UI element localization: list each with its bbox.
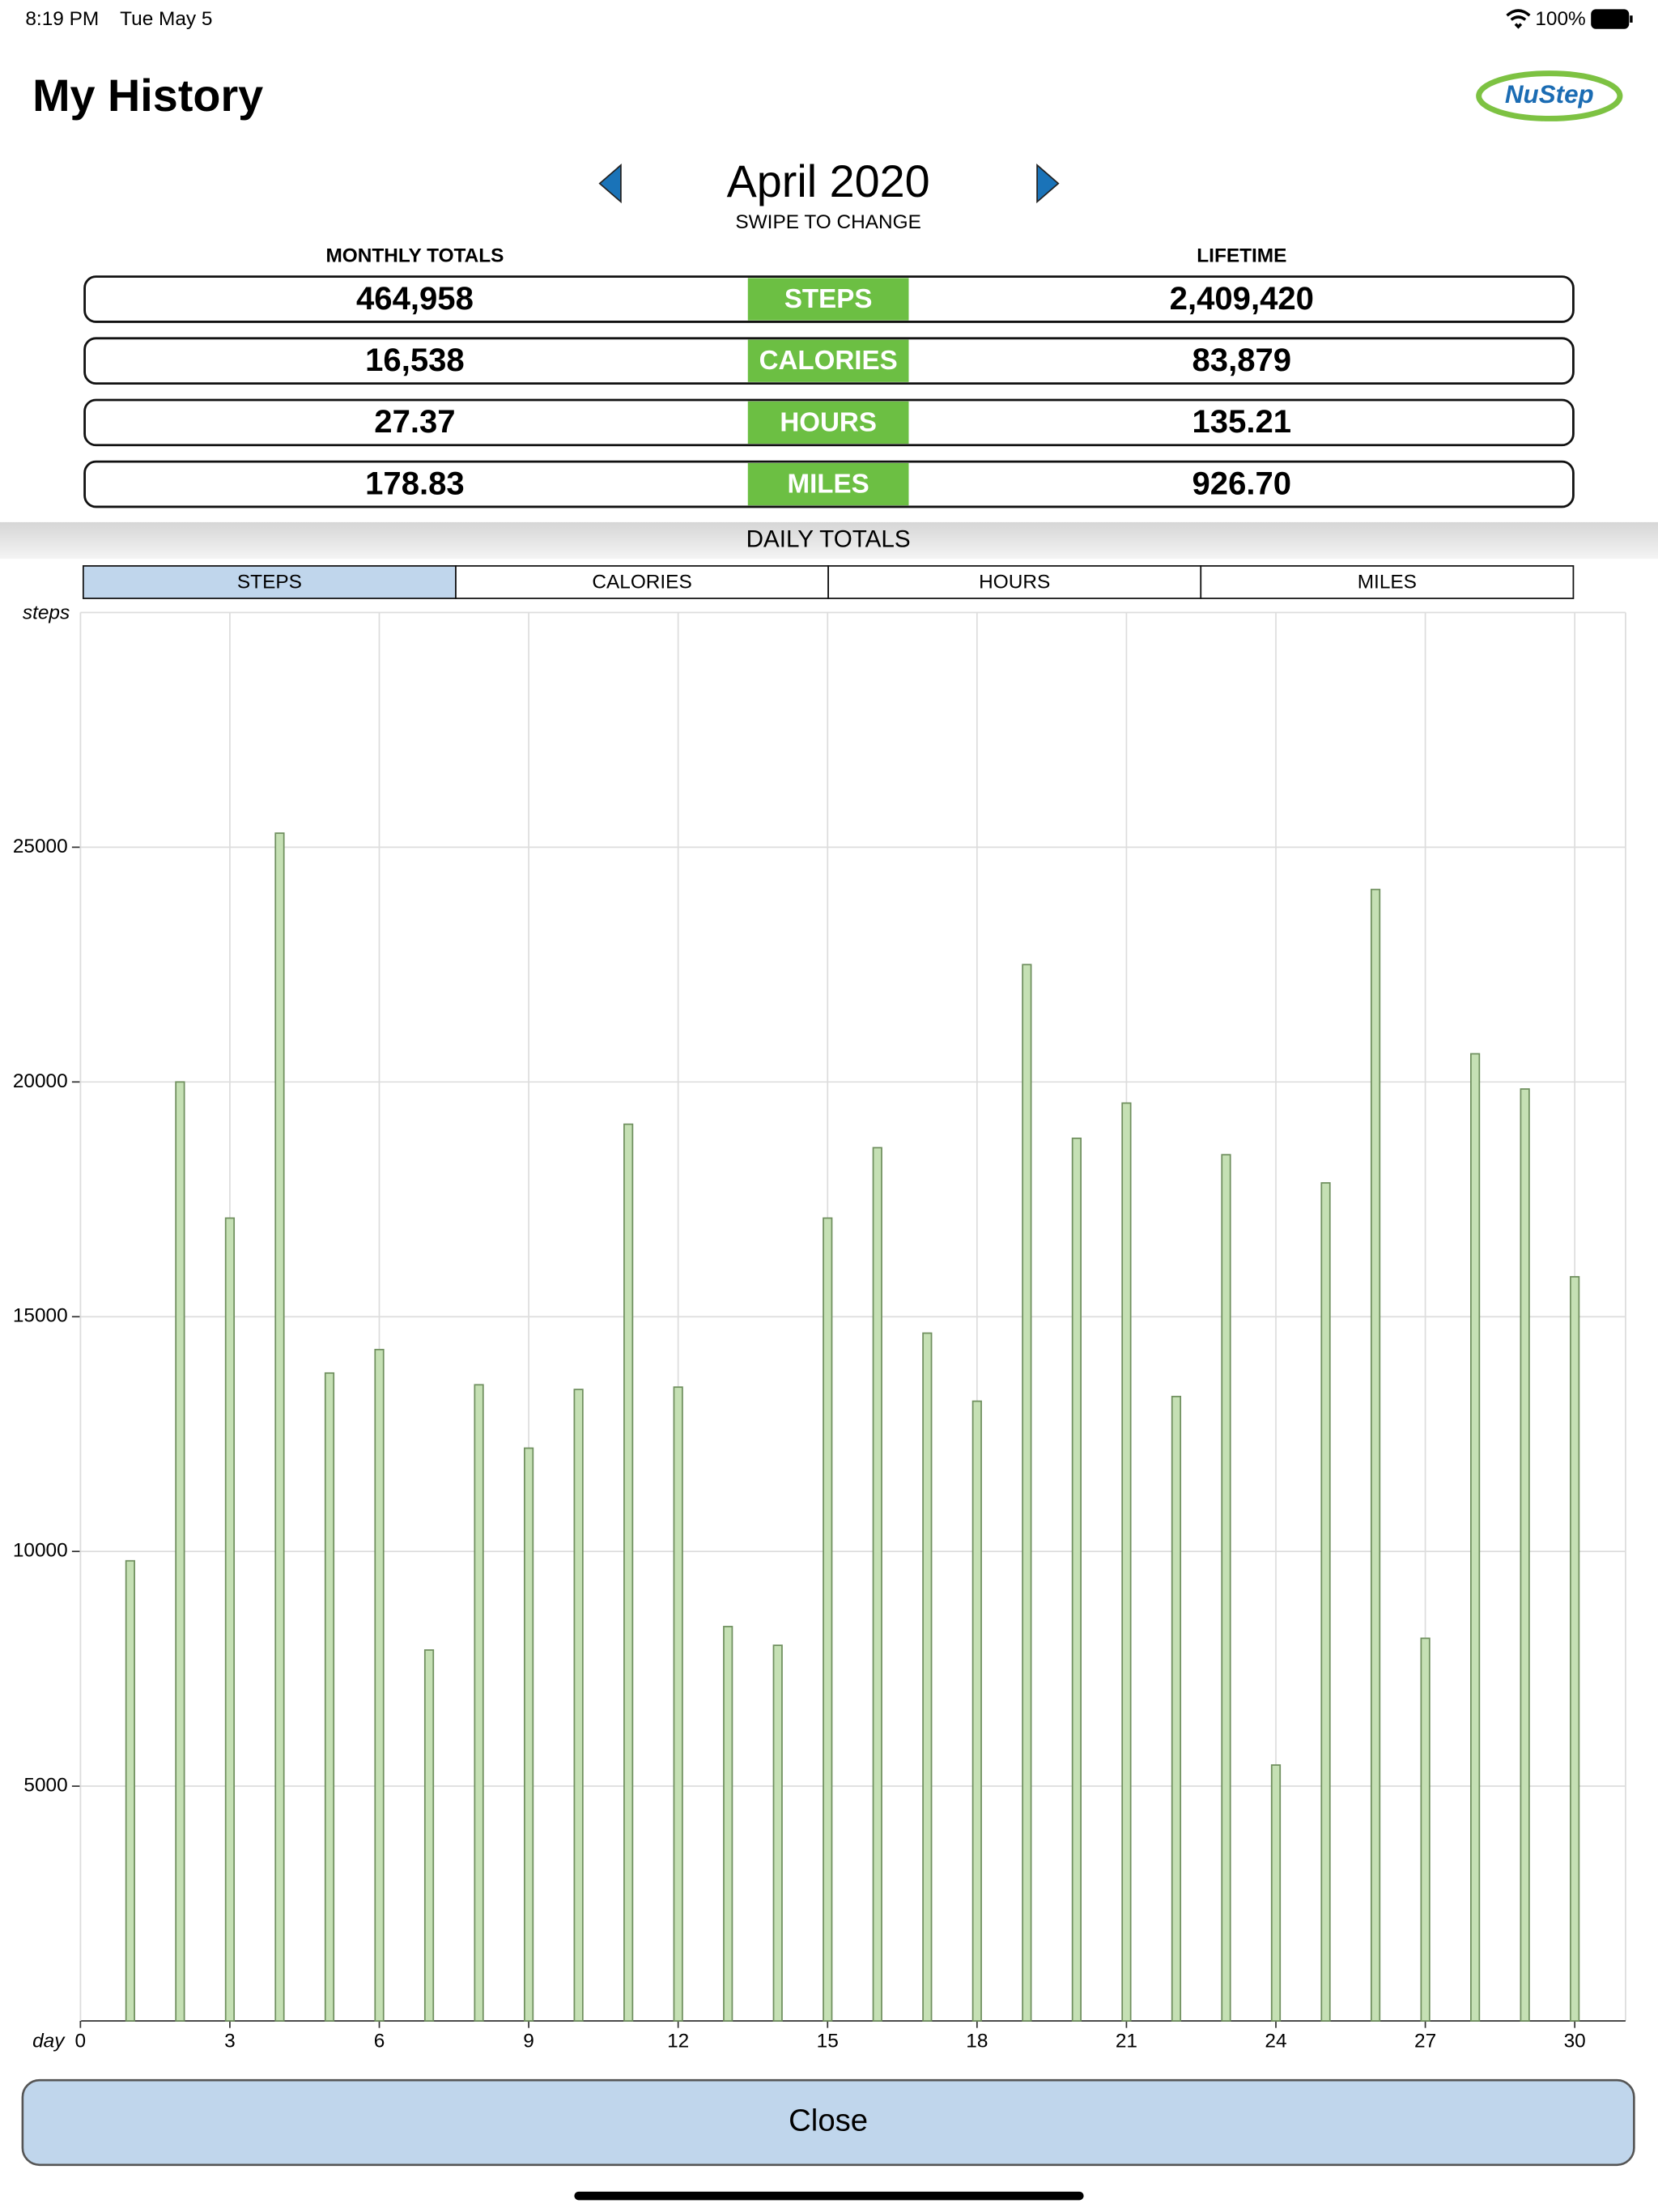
- tab-bar: STEPS CALORIES HOURS MILES: [82, 565, 1575, 599]
- monthly-value: 464,958: [356, 281, 474, 317]
- bar: [324, 1372, 335, 2022]
- tab-label[interactable]: MILES: [1358, 571, 1417, 593]
- bar: [224, 1217, 236, 2022]
- x-tick-label: 0: [75, 2031, 87, 2052]
- metric-badge: [747, 401, 909, 445]
- bar: [125, 1559, 135, 2022]
- close-label[interactable]: Close: [789, 2104, 868, 2138]
- bar: [374, 1348, 385, 2022]
- x-tick-label: 27: [1414, 2031, 1436, 2052]
- tab[interactable]: [1200, 565, 1575, 599]
- bar: [1022, 963, 1032, 2022]
- lifetime-value: 135.21: [1192, 404, 1292, 440]
- metric-badge: [747, 462, 909, 506]
- next-month[interactable]: [1036, 164, 1060, 204]
- x-tick-label: 21: [1116, 2031, 1137, 2052]
- x-tick-label: 30: [1564, 2031, 1586, 2052]
- daily-title: DAILY TOTALS: [746, 525, 911, 552]
- tab-label[interactable]: STEPS: [237, 571, 302, 593]
- prev-month[interactable]: [598, 164, 622, 204]
- bar: [823, 1217, 833, 2022]
- home-indicator: [574, 2191, 1084, 2201]
- status-time: 8:19 PM: [25, 8, 99, 30]
- monthly-value: 178.83: [365, 466, 465, 501]
- battery-tip: [1630, 15, 1633, 23]
- bar: [673, 1386, 683, 2022]
- bar: [175, 1081, 185, 2022]
- totals-table: STEPS 464,958 2,409,420 CALORIES 16,538 83,87…: [83, 275, 1575, 508]
- bar: [1171, 1395, 1182, 2022]
- logo-ring: [1476, 70, 1623, 121]
- swipe-hint: SWIPE TO CHANGE: [735, 211, 921, 233]
- bar: [1520, 1088, 1530, 2022]
- metric-label: STEPS: [784, 284, 873, 314]
- tab-label[interactable]: CALORIES: [592, 571, 691, 593]
- bar: [1221, 1154, 1231, 2022]
- metric-badge: [747, 339, 909, 382]
- x-tick-label: 6: [374, 2031, 385, 2052]
- bar: [1370, 888, 1381, 2022]
- lifetime-value: 926.70: [1192, 466, 1292, 501]
- x-tick-label: 24: [1265, 2031, 1286, 2052]
- x-tick-label: 12: [667, 2031, 689, 2052]
- bar: [1121, 1102, 1132, 2022]
- y-tick-label: 10000: [13, 1540, 68, 1562]
- chart: steps day 5000 10000 15000 20000 25000 0 3 6 9 12 15…: [13, 602, 1626, 2052]
- bar: [523, 1447, 534, 2022]
- bar: [1570, 1276, 1580, 2022]
- metric-label: CALORIES: [759, 346, 898, 376]
- y-tick-label: 15000: [13, 1305, 68, 1327]
- y-tick-label: 25000: [13, 836, 68, 857]
- y-tick-label: 5000: [23, 1775, 67, 1797]
- totals-header: MONTHLY TOTALS: [325, 245, 504, 267]
- monthly-value: 16,538: [365, 342, 465, 378]
- y-axis-label: steps: [23, 602, 70, 624]
- bar: [1420, 1637, 1431, 2022]
- y-tick-label: 20000: [13, 1070, 68, 1092]
- tab-label[interactable]: HOURS: [979, 571, 1050, 593]
- page-title: My History: [32, 70, 263, 121]
- lifetime-value: 83,879: [1192, 342, 1292, 378]
- bar: [474, 1384, 484, 2022]
- bar: [423, 1649, 435, 2022]
- bar: [1320, 1182, 1331, 2022]
- daily-band: [0, 521, 1658, 559]
- bar: [1470, 1053, 1481, 2022]
- metric-badge: [747, 278, 909, 321]
- lifetime-value: 2,409,420: [1170, 281, 1314, 317]
- wifi-icon: [1506, 9, 1531, 29]
- bar: [274, 832, 285, 2022]
- close-button[interactable]: [21, 2078, 1635, 2167]
- bar: [723, 1626, 733, 2022]
- bar: [623, 1123, 634, 2022]
- bar: [1270, 1764, 1282, 2022]
- bar: [573, 1389, 584, 2022]
- status-date: Tue May 5: [120, 8, 212, 30]
- logo: NuStep: [1505, 80, 1594, 108]
- x-tick-label: 18: [966, 2031, 988, 2052]
- month-label: April 2020: [727, 156, 930, 206]
- bar: [1071, 1138, 1082, 2022]
- x-tick-label: 3: [224, 2031, 236, 2052]
- bar: [772, 1644, 783, 2022]
- metric-label: MILES: [788, 470, 869, 500]
- battery-icon: [1591, 9, 1630, 29]
- bar: [922, 1332, 933, 2022]
- metric-label: HOURS: [780, 407, 877, 437]
- bar: [971, 1400, 982, 2022]
- tab[interactable]: [827, 565, 1202, 599]
- x-tick-label: 9: [523, 2031, 534, 2052]
- monthly-value: 27.37: [374, 404, 455, 440]
- status-battery: 100%: [1535, 8, 1585, 30]
- bar: [872, 1146, 882, 2022]
- totals-header: LIFETIME: [1197, 245, 1286, 267]
- x-tick-label: 15: [817, 2031, 839, 2052]
- x-axis-label: day: [32, 2031, 66, 2052]
